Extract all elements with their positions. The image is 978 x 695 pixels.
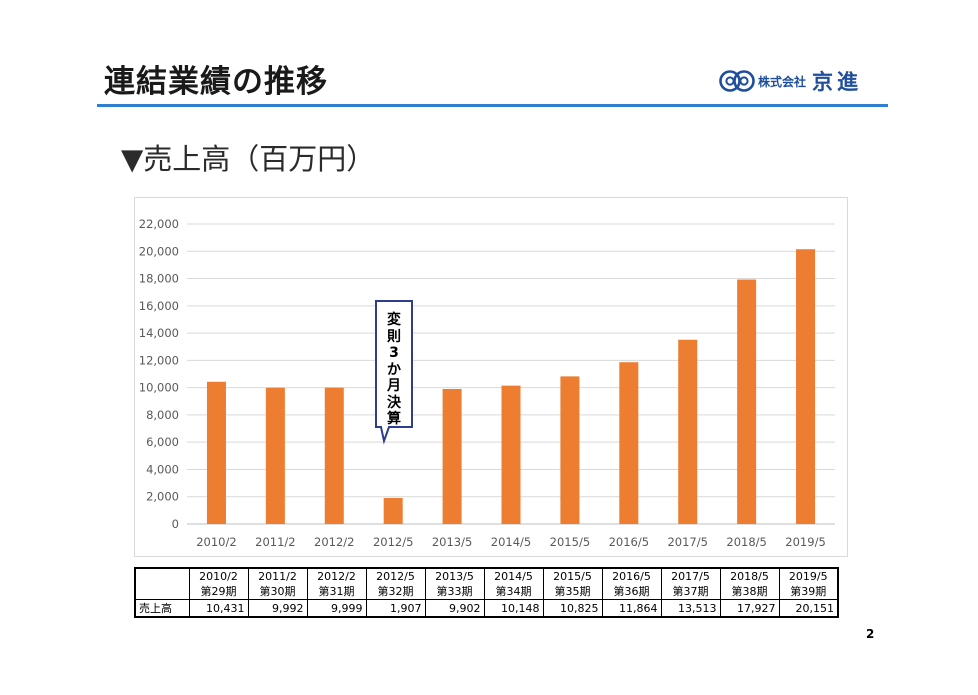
table-value-cell: 10,148 xyxy=(483,599,544,618)
table-value-cell: 11,864 xyxy=(601,599,662,618)
x-tick-label: 2013/5 xyxy=(432,535,472,549)
table-term-cell: 第35期 xyxy=(542,584,603,600)
x-tick-label: 2016/5 xyxy=(609,535,649,549)
chart-area: 0 2,000 4,000 6,000 8,000 10,000 12,000 14,000 1… xyxy=(134,197,848,557)
table-term-cell: 第31期 xyxy=(306,584,367,600)
table-period-cell: 2015/5 xyxy=(542,567,603,584)
table-row: 売上高 10,431 9,992 9,999 1,907 9,902 10,148 10,8… xyxy=(134,599,839,618)
callout-char: 3 xyxy=(389,345,399,361)
table-term-cell: 第32期 xyxy=(365,584,426,600)
x-tick-label: 2018/5 xyxy=(726,535,766,549)
callout-char: 変 xyxy=(387,312,401,328)
table-period-cell: 2018/5 xyxy=(719,567,780,584)
x-tick-label: 2015/5 xyxy=(550,535,590,549)
x-tick-label: 2019/5 xyxy=(785,535,825,549)
table-value-cell: 17,927 xyxy=(719,599,780,618)
bars xyxy=(206,249,816,525)
y-tick-label: 20,000 xyxy=(139,244,179,258)
bar xyxy=(383,497,403,524)
x-tick-label: 2010/2 xyxy=(196,535,236,549)
callout-char: 則 xyxy=(387,328,401,345)
y-tick-label: 6,000 xyxy=(146,435,179,449)
company-logo: 株式会社 京進 xyxy=(719,66,862,96)
y-tick-label: 2,000 xyxy=(146,490,179,504)
table-header-terms: 第29期 第30期 第31期 第32期 第33期 第34期 第35期 第36期 第37期 第38期… xyxy=(135,584,839,600)
table-term-cell: 第30期 xyxy=(247,584,308,600)
x-tick-label: 2012/5 xyxy=(373,535,413,549)
logo-company-prefix: 株式会社 xyxy=(758,74,807,89)
table-period-cell: 2011/2 xyxy=(247,567,308,584)
table-period-cell: 2010/2 xyxy=(188,567,249,584)
table-value-cell: 20,151 xyxy=(778,599,839,618)
table-period-cell: 2014/5 xyxy=(483,567,544,584)
y-tick-label: 16,000 xyxy=(139,299,179,313)
table-term-cell: 第36期 xyxy=(601,584,662,600)
bar xyxy=(442,388,462,524)
table-value-cell: 10,825 xyxy=(542,599,603,618)
x-axis-ticks: 2010/2 2011/2 2012/2 2012/5 2013/5 2014/5 2015… xyxy=(196,535,826,549)
sales-bar-chart: 0 2,000 4,000 6,000 8,000 10,000 12,000 14,000 1… xyxy=(139,217,835,549)
kyoshin-logo-icon xyxy=(719,70,755,92)
table-period-cell: 2017/5 xyxy=(660,567,721,584)
table-term-cell: 第34期 xyxy=(483,584,544,600)
y-tick-label: 4,000 xyxy=(146,462,179,476)
y-tick-label: 10,000 xyxy=(139,381,179,395)
bar xyxy=(324,387,344,524)
table-term-cell: 第38期 xyxy=(719,584,780,600)
table-period-cell: 2013/5 xyxy=(424,567,485,584)
table-row-label: 売上高 xyxy=(134,599,190,618)
bar xyxy=(265,387,285,524)
bar xyxy=(206,381,226,524)
table-value-cell: 9,902 xyxy=(424,599,485,618)
bar xyxy=(796,249,816,525)
table-term-cell: 第39期 xyxy=(778,584,839,600)
chart-subtitle: ▼売上高（百万円） xyxy=(121,142,376,176)
gridlines xyxy=(187,223,835,525)
callout-char: か xyxy=(387,361,401,378)
x-tick-label: 2012/2 xyxy=(314,535,354,549)
y-axis-ticks: 0 2,000 4,000 6,000 8,000 10,000 12,000 14,000 1… xyxy=(139,217,179,531)
page-number: 2 xyxy=(866,627,875,641)
bar xyxy=(678,339,698,524)
y-tick-label: 14,000 xyxy=(139,326,179,340)
x-tick-label: 2011/2 xyxy=(255,535,295,549)
callout-char: 月 xyxy=(387,378,401,394)
table-term-cell: 第33期 xyxy=(424,584,485,600)
title-underline xyxy=(97,104,888,107)
table-header-periods: 2010/2 2011/2 2012/2 2012/5 2013/5 2014/5 2015… xyxy=(134,567,839,600)
callout-char: 算 xyxy=(387,411,401,427)
table-term-cell: 第29期 xyxy=(188,584,249,600)
table-period-cell: 2019/5 xyxy=(778,567,839,584)
table-corner-cell xyxy=(134,567,190,600)
y-tick-label: 18,000 xyxy=(139,272,179,286)
table-period-cell: 2012/2 xyxy=(306,567,367,584)
sales-data-table: 2010/2 2011/2 2012/2 2012/5 2013/5 2014/5 2015… xyxy=(134,567,839,618)
bar xyxy=(501,385,521,524)
bar xyxy=(560,376,580,524)
table-term-cell: 第37期 xyxy=(660,584,721,600)
bar xyxy=(737,279,757,524)
table-period-cell: 2016/5 xyxy=(601,567,662,584)
bar xyxy=(619,362,639,524)
table-value-cell: 9,992 xyxy=(247,599,308,618)
y-tick-label: 8,000 xyxy=(146,408,179,422)
callout-bubble xyxy=(375,300,413,445)
table-value-cell: 1,907 xyxy=(365,599,426,618)
table-value-cell: 13,513 xyxy=(660,599,721,618)
table-value-cell: 9,999 xyxy=(306,599,367,618)
y-tick-label: 22,000 xyxy=(139,217,179,231)
table-period-cell: 2012/5 xyxy=(365,567,426,584)
y-tick-label: 12,000 xyxy=(139,353,179,367)
callout-char: 決 xyxy=(387,394,401,411)
slide-title: 連結業績の推移 xyxy=(104,64,328,100)
y-tick-label: 0 xyxy=(172,517,179,531)
x-tick-label: 2017/5 xyxy=(667,535,707,549)
table-value-cell: 10,431 xyxy=(188,599,249,618)
logo-company-name: 京進 xyxy=(812,70,863,94)
x-tick-label: 2014/5 xyxy=(491,535,531,549)
